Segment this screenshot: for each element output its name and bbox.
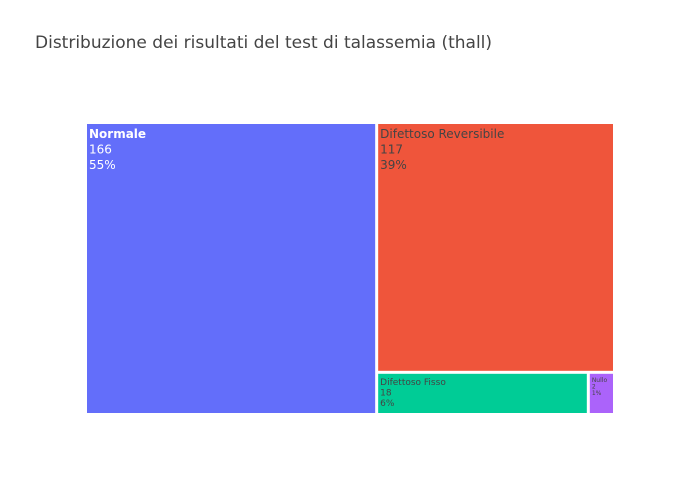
tile-value: 166: [89, 143, 112, 157]
tile-percent: 39%: [380, 158, 407, 172]
tile-percent: 1%: [592, 390, 602, 397]
tile-label: Difettoso Reversibile: [380, 127, 504, 141]
tile-percent: 55%: [89, 158, 116, 172]
tile-rect[interactable]: [378, 124, 613, 371]
tile-rect[interactable]: [87, 124, 375, 413]
tile-label: Difettoso Fisso: [380, 378, 446, 388]
tile-percent: 6%: [380, 399, 395, 409]
tile-value: 117: [380, 143, 403, 157]
tile-value: 18: [380, 388, 392, 398]
tile-label: Normale: [89, 127, 146, 141]
